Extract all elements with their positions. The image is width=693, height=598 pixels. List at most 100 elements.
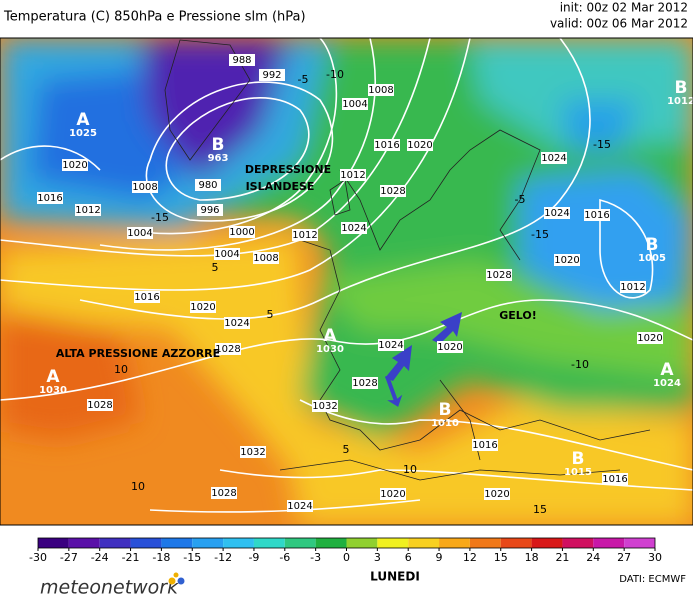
isobar-label: 1004 bbox=[127, 228, 152, 239]
isobar-label-bg bbox=[544, 207, 570, 219]
isobar-label-bg bbox=[211, 487, 237, 499]
isobar-label-bg bbox=[472, 439, 498, 451]
isobar-label: 1008 bbox=[253, 253, 278, 264]
isobar-label-bg bbox=[195, 179, 221, 191]
isobar-label-bg bbox=[197, 204, 223, 216]
isobar-label-bg bbox=[437, 341, 463, 353]
isobar-label: 1032 bbox=[312, 401, 337, 412]
pressure-center-letter: B bbox=[675, 78, 688, 98]
colorbar-segment bbox=[531, 538, 563, 548]
colorbar-tick-label: 15 bbox=[494, 551, 508, 564]
colorbar-segment bbox=[500, 538, 532, 548]
temperature-label: 15 bbox=[533, 503, 547, 516]
isobar-label-bg bbox=[637, 332, 663, 344]
pressure-center-value: 1010 bbox=[431, 418, 459, 429]
isobar-label-bg bbox=[378, 339, 404, 351]
pressure-center-value: 1024 bbox=[653, 378, 681, 389]
isobar-label-bg bbox=[253, 252, 279, 264]
isobar-label-bg bbox=[486, 269, 512, 281]
isobar-label-bg bbox=[541, 152, 567, 164]
isobar-label: 992 bbox=[262, 70, 281, 81]
temperature-label: 10 bbox=[131, 480, 145, 493]
colorbar-segment bbox=[284, 538, 316, 548]
isobar-label-bg bbox=[224, 317, 250, 329]
isobar-label: 1012 bbox=[75, 205, 100, 216]
isobar-label-bg bbox=[190, 301, 216, 313]
temperature-field bbox=[0, 38, 693, 525]
temperature-label: 10 bbox=[403, 463, 417, 476]
colorbar-tick-label: 24 bbox=[586, 551, 600, 564]
pressure-center-value: 1015 bbox=[564, 467, 592, 478]
isobar-label: 1016 bbox=[37, 193, 62, 204]
pressure-center-value: 1005 bbox=[638, 253, 666, 264]
colorbar-segment bbox=[439, 538, 470, 548]
temperature-label: 5 bbox=[267, 308, 274, 321]
isobar-label: 1016 bbox=[472, 440, 497, 451]
isobar-label-bg bbox=[292, 229, 318, 241]
colorbar-tick-label: -21 bbox=[122, 551, 140, 564]
colorbar-segment bbox=[624, 538, 655, 548]
isobar-label: 1020 bbox=[380, 489, 405, 500]
isobar-label-bg bbox=[380, 488, 406, 500]
title: Temperatura (C) 850hPa e Pressione slm (… bbox=[3, 10, 306, 25]
colorbar-segment bbox=[253, 538, 285, 548]
temperature-label: -5 bbox=[298, 73, 309, 86]
isobar-label-bg bbox=[380, 185, 406, 197]
colorbar-tick-label: -27 bbox=[60, 551, 78, 564]
pressure-center-letter: B bbox=[646, 235, 659, 255]
isobar-label-bg bbox=[374, 139, 400, 151]
annotation: ISLANDESE bbox=[246, 180, 315, 193]
isobar-label-bg bbox=[75, 204, 101, 216]
temperature-label: -10 bbox=[326, 68, 344, 81]
isobar-label-bg bbox=[132, 181, 158, 193]
isobar-label: 1004 bbox=[342, 99, 367, 110]
colorbar-tick-label: -12 bbox=[214, 551, 232, 564]
day: LUNEDI bbox=[370, 570, 420, 584]
isobar-label: 1012 bbox=[340, 170, 365, 181]
isobar-label: 1020 bbox=[62, 160, 87, 171]
colorbar-segment bbox=[562, 538, 594, 548]
colorbar-tick-label: 0 bbox=[343, 551, 350, 564]
isobar-label: 1032 bbox=[240, 447, 265, 458]
isobar-label: 1024 bbox=[378, 340, 403, 351]
logo-dot bbox=[177, 577, 185, 585]
pressure-center-letter: A bbox=[323, 326, 337, 346]
isobar-label: 1024 bbox=[224, 318, 249, 329]
colorbar-tick-label: 18 bbox=[525, 551, 539, 564]
isobar-label-bg bbox=[368, 84, 394, 96]
colorbar-tick-label: 9 bbox=[436, 551, 443, 564]
temperature-label: -15 bbox=[151, 211, 169, 224]
isobar-label: 1016 bbox=[134, 292, 159, 303]
pressure-center-value: 963 bbox=[208, 153, 229, 164]
isobar-label: 1020 bbox=[407, 140, 432, 151]
isobar-label-bg bbox=[87, 399, 113, 411]
isobar-label-bg bbox=[229, 54, 255, 66]
pressure-center-letter: A bbox=[46, 367, 60, 387]
isobar-label-bg bbox=[341, 222, 367, 234]
map-frame bbox=[0, 37, 693, 526]
isobar-label-bg bbox=[407, 139, 433, 151]
isobar-label: 1008 bbox=[132, 182, 157, 193]
isobar-label: 1020 bbox=[190, 302, 215, 313]
colorbar: -30 -27 -24 -21 -18 -15 -12 -9 -6 -3 0 3 6 9 12 15 18 21 2… bbox=[29, 537, 662, 564]
isobar-label: 1020 bbox=[484, 489, 509, 500]
logo-dot bbox=[173, 572, 179, 578]
colorbar-tick-label: -30 bbox=[29, 551, 47, 564]
isobar-label: 980 bbox=[198, 180, 217, 191]
pressure-center-value: 1012 bbox=[667, 96, 693, 107]
isobar-label: 1008 bbox=[368, 85, 393, 96]
isobar-label: 1012 bbox=[620, 282, 645, 293]
isobar-label: 1024 bbox=[341, 223, 366, 234]
temperature-label: -15 bbox=[531, 228, 549, 241]
colorbar-segment bbox=[315, 538, 347, 548]
isobar-label: 1028 bbox=[486, 270, 511, 281]
isobar-label-bg bbox=[259, 69, 285, 81]
colorbar-tick-label: 27 bbox=[617, 551, 631, 564]
isobar-label: 1024 bbox=[541, 153, 566, 164]
temperature-label: -10 bbox=[571, 358, 589, 371]
temperature-label: 5 bbox=[212, 261, 219, 274]
colorbar-segment bbox=[68, 538, 100, 548]
isobar-label: 1020 bbox=[554, 255, 579, 266]
isobar-label: 1020 bbox=[437, 342, 462, 353]
